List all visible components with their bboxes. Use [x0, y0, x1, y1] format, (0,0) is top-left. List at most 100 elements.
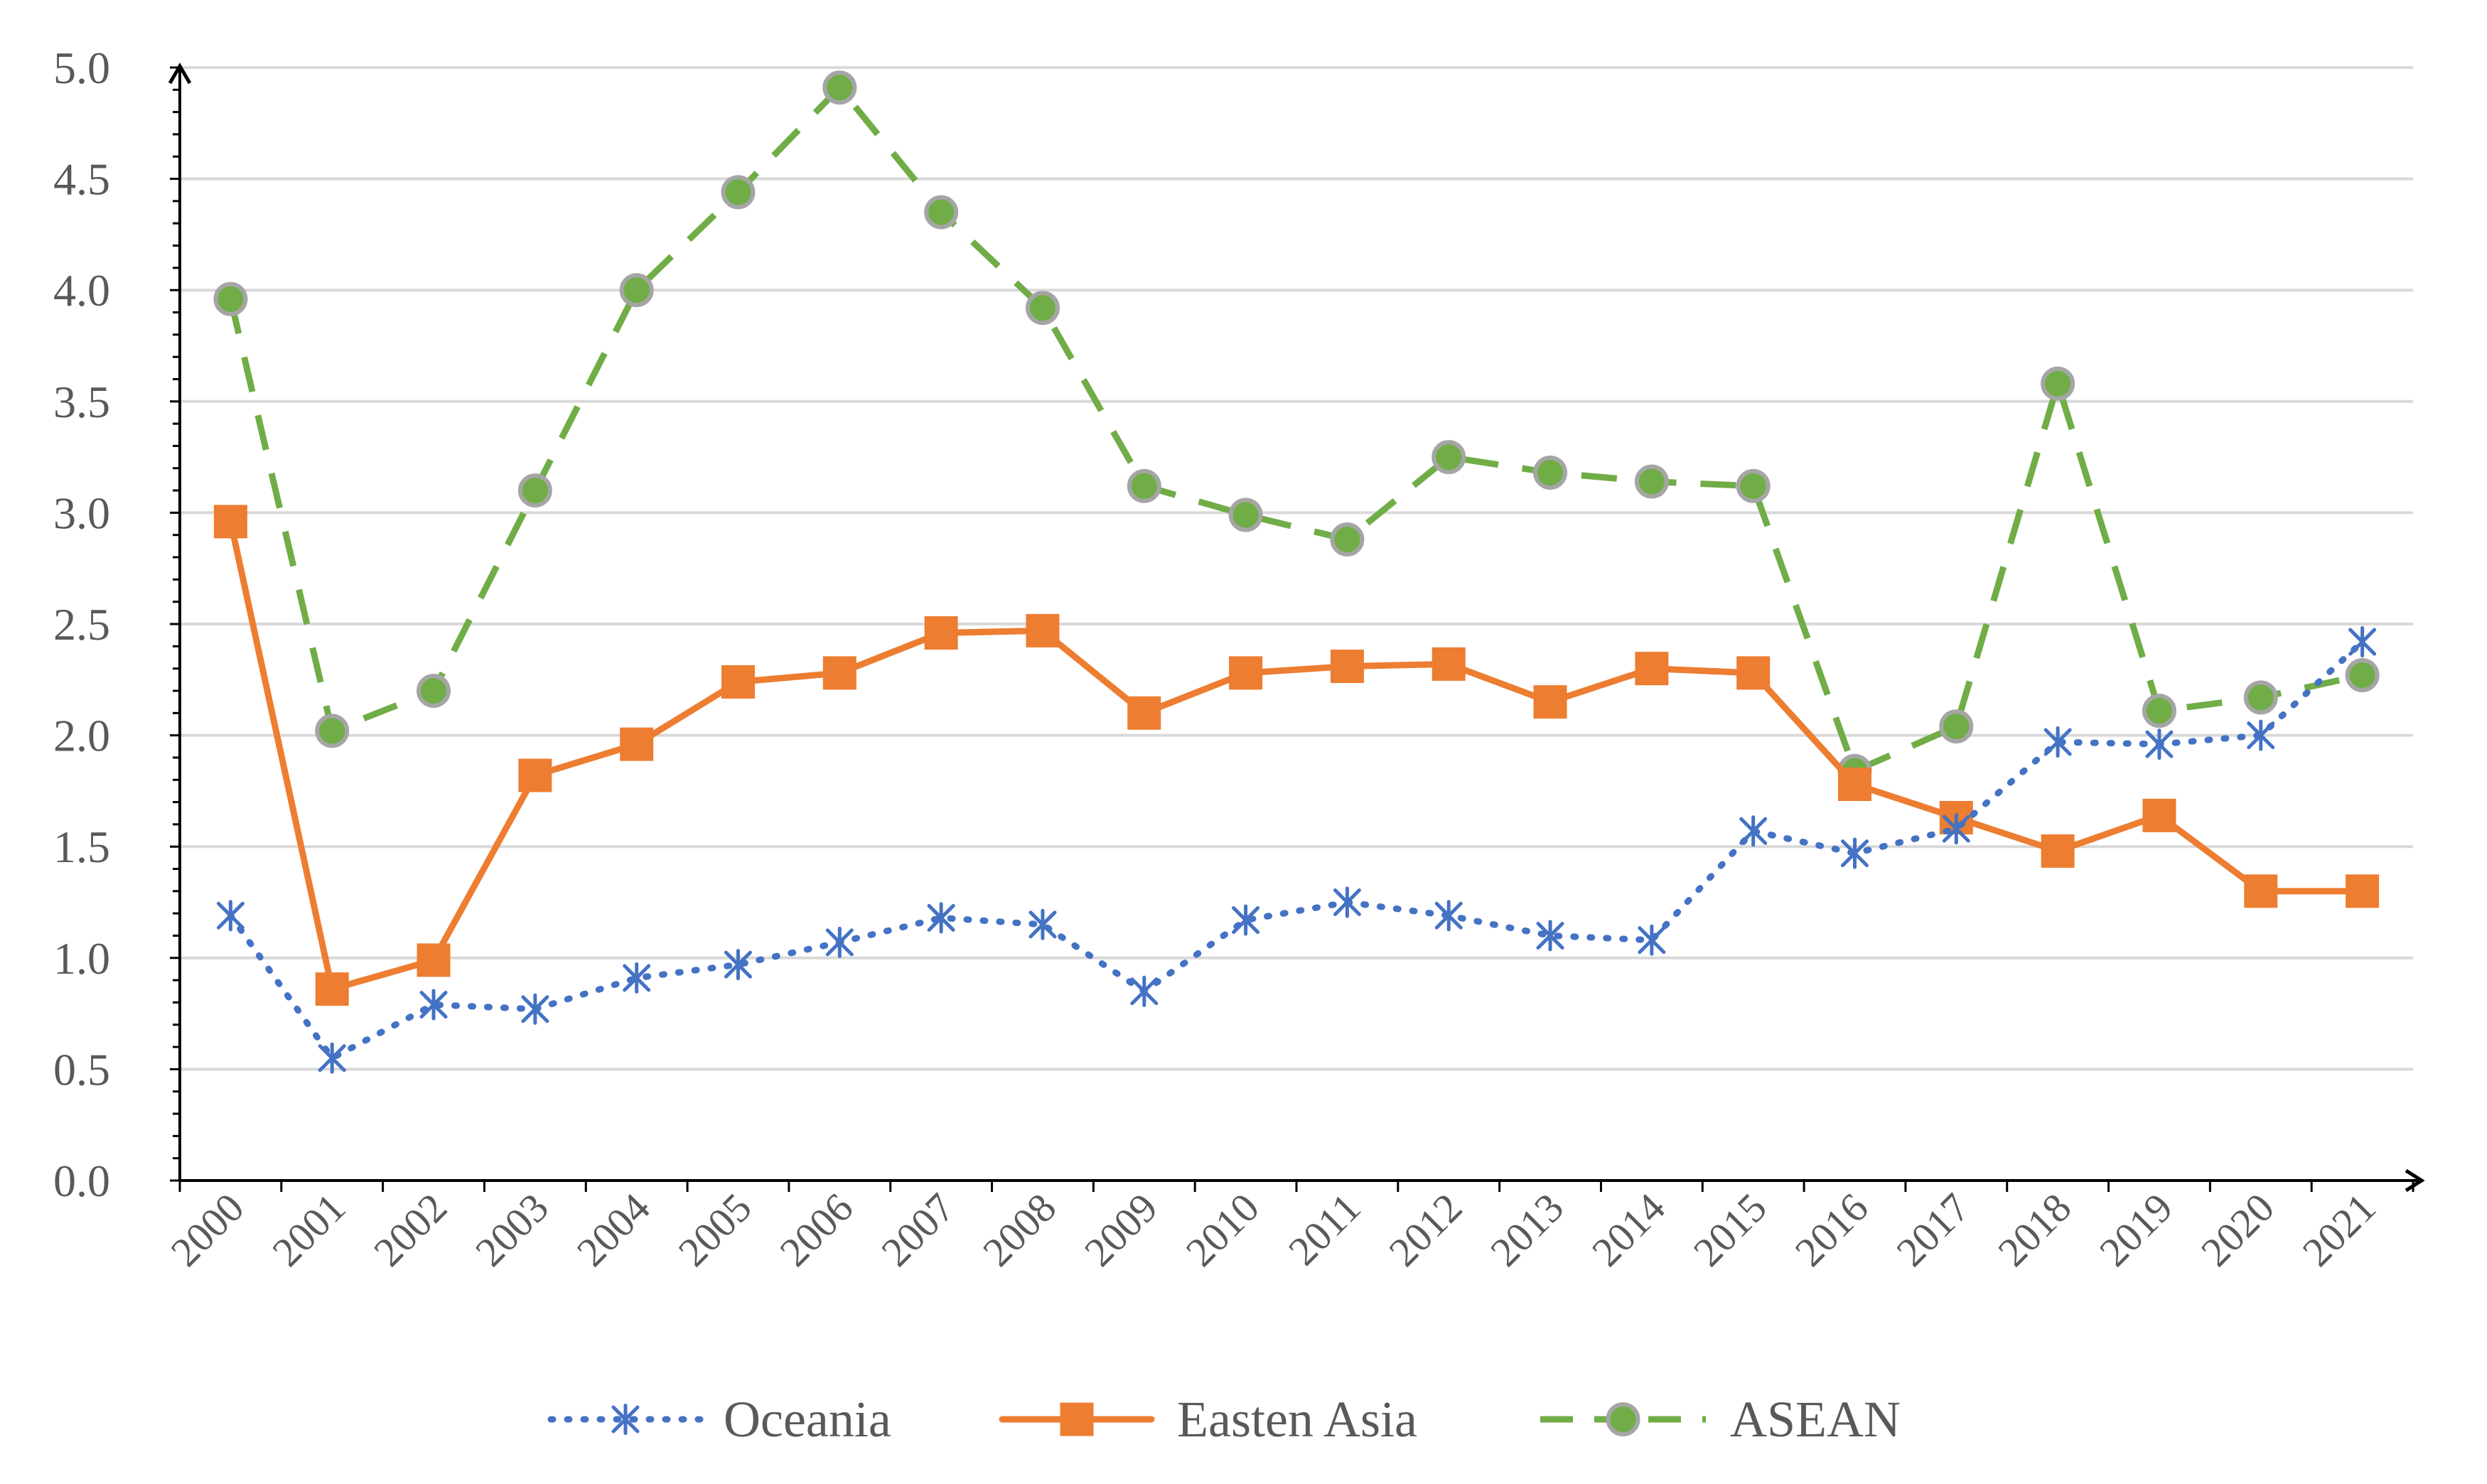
- y-axis-tick-labels: 0.0 0.5 1.0 1.5 2.0 2.5 3.0 3.5 4.0 4.5 5.0: [53, 43, 110, 1206]
- x-tick-label: 2015: [1685, 1184, 1776, 1275]
- x-tick-label: 2012: [1380, 1184, 1471, 1275]
- data-point-oceania-2006: [825, 926, 854, 958]
- data-point-oceania-2012: [1434, 900, 1463, 932]
- x-tick-label: 2007: [872, 1184, 963, 1275]
- legend-label-easten-asia: Easten Asia: [1177, 1391, 1417, 1448]
- data-point-oceania-2018: [2043, 726, 2072, 758]
- data-point-oceania-2007: [927, 902, 955, 934]
- data-point-oceania-2017: [1942, 813, 1970, 845]
- x-tick-label: 2013: [1481, 1184, 1572, 1275]
- x-tick-label: 2016: [1786, 1184, 1877, 1275]
- x-tick-label: 2001: [263, 1184, 354, 1275]
- data-point-asean-2009: [1127, 468, 1161, 503]
- legend-item-oceania: Oceania: [547, 1391, 891, 1448]
- y-tick-label: 0.5: [53, 1044, 110, 1095]
- data-point-asean-2006: [822, 70, 857, 105]
- data-point-oceania-2000: [216, 900, 245, 932]
- data-point-easten-asia-2000: [213, 505, 247, 539]
- x-tick-label: 2014: [1583, 1184, 1674, 1275]
- data-point-easten-asia-2013: [1533, 685, 1567, 719]
- data-point-easten-asia-2005: [721, 665, 755, 699]
- legend-swatch-marker: [1060, 1402, 1094, 1436]
- data-point-oceania-2005: [724, 949, 752, 981]
- series-group: [213, 70, 2380, 1074]
- axes: [168, 63, 2425, 1193]
- x-tick-label: 2000: [162, 1184, 253, 1275]
- data-point-asean-2003: [517, 473, 552, 508]
- data-point-easten-asia-2018: [2041, 834, 2075, 868]
- legend-label-oceania: Oceania: [724, 1391, 891, 1448]
- data-point-asean-2007: [924, 195, 959, 230]
- data-point-asean-2014: [1634, 464, 1669, 499]
- data-point-asean-2008: [1025, 291, 1060, 326]
- data-point-easten-asia-2016: [1838, 768, 1871, 802]
- data-point-oceania-2020: [2247, 719, 2275, 751]
- x-tick-label: 2003: [466, 1184, 557, 1275]
- x-tick-label: 2021: [2294, 1184, 2385, 1275]
- y-tick-label: 5.0: [53, 43, 110, 93]
- data-point-easten-asia-2014: [1635, 652, 1669, 686]
- x-tick-label: 2017: [1888, 1184, 1979, 1275]
- x-tick-label: 2006: [771, 1184, 862, 1275]
- legend-swatch-marker: [611, 1403, 640, 1436]
- x-axis-arrow: [2405, 1168, 2425, 1193]
- data-point-oceania-2019: [2145, 728, 2174, 760]
- data-point-oceania-2015: [1739, 815, 1768, 847]
- legend-item-easten-asia: Easten Asia: [999, 1391, 1417, 1448]
- data-point-easten-asia-2007: [924, 616, 958, 650]
- data-point-oceania-2016: [1841, 837, 1869, 869]
- x-tick-label: 2005: [670, 1184, 761, 1275]
- data-point-asean-2005: [721, 175, 756, 210]
- data-point-easten-asia-2003: [518, 758, 552, 792]
- data-point-easten-asia-2002: [417, 943, 451, 977]
- y-tick-label: 3.5: [53, 377, 110, 427]
- data-point-asean-2020: [2243, 680, 2278, 715]
- data-point-easten-asia-2012: [1431, 647, 1466, 681]
- x-tick-label: 2020: [2192, 1184, 2283, 1275]
- data-point-oceania-2001: [318, 1042, 346, 1074]
- y-tick-label: 2.0: [53, 711, 110, 761]
- legend-swatch-marker: [1606, 1402, 1640, 1436]
- y-tick-label: 3.0: [53, 488, 110, 538]
- data-point-asean-2010: [1228, 498, 1263, 532]
- data-point-asean-2015: [1736, 468, 1771, 503]
- data-point-easten-asia-2011: [1330, 650, 1364, 684]
- x-tick-label: 2011: [1279, 1184, 1369, 1274]
- x-tick-label: 2004: [568, 1184, 659, 1275]
- y-tick-label: 2.5: [53, 599, 110, 650]
- data-point-asean-2001: [315, 714, 350, 748]
- data-point-oceania-2003: [521, 993, 549, 1025]
- data-point-asean-2021: [2345, 658, 2380, 693]
- data-point-asean-2013: [1533, 456, 1568, 490]
- series-line-easten-asia: [227, 518, 2366, 993]
- y-tick-label: 4.0: [53, 265, 110, 316]
- data-point-oceania-2009: [1130, 975, 1159, 1007]
- data-point-easten-asia-2006: [822, 656, 856, 690]
- data-point-asean-2018: [2041, 366, 2075, 401]
- data-point-easten-asia-2021: [2346, 874, 2380, 908]
- x-tick-label: 2002: [365, 1184, 456, 1275]
- data-point-oceania-2013: [1536, 920, 1564, 952]
- data-point-easten-asia-2001: [315, 972, 349, 1006]
- data-point-oceania-2004: [623, 962, 651, 994]
- data-point-oceania-2010: [1232, 904, 1260, 936]
- x-tick-label: 2019: [2090, 1184, 2181, 1275]
- y-tick-label: 1.0: [53, 933, 110, 984]
- y-tick-label: 1.5: [53, 822, 110, 872]
- data-point-oceania-2002: [419, 989, 448, 1021]
- y-tick-label: 0.0: [53, 1156, 110, 1206]
- gridlines: [180, 66, 2413, 1071]
- data-point-easten-asia-2009: [1127, 696, 1161, 730]
- data-point-asean-2002: [417, 673, 451, 708]
- data-point-asean-2017: [1939, 709, 1974, 744]
- series-line-oceania: [227, 638, 2366, 1062]
- y-tick-label: 4.5: [53, 154, 110, 205]
- data-point-oceania-2008: [1028, 908, 1057, 940]
- x-tick-label: 2008: [974, 1184, 1065, 1275]
- data-point-easten-asia-2008: [1026, 613, 1060, 647]
- data-point-asean-2019: [2142, 694, 2176, 728]
- data-point-easten-asia-2010: [1229, 656, 1263, 690]
- y-axis-arrow: [168, 63, 192, 85]
- data-point-easten-asia-2019: [2142, 798, 2176, 832]
- data-point-asean-2011: [1330, 522, 1365, 556]
